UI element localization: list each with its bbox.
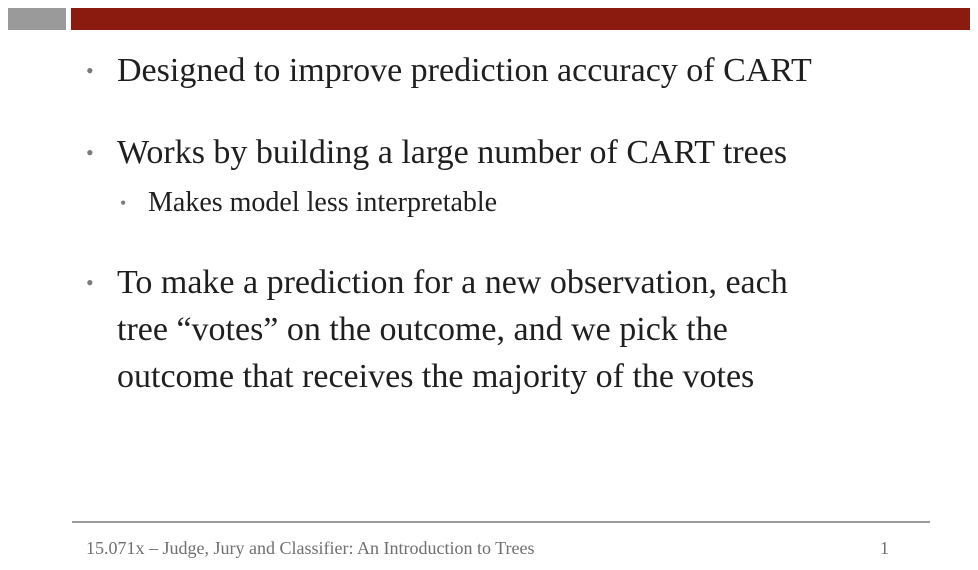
- footer-divider: [72, 521, 930, 523]
- sub-bullet-marker: •: [120, 193, 127, 213]
- page-number: 1: [880, 538, 889, 558]
- bullet-item-3: • To make a prediction for a new observa…: [86, 259, 936, 400]
- bullet-marker: •: [86, 58, 94, 83]
- sub-bullet-item: • Makes model less interpretable: [120, 183, 820, 223]
- bullet-text-line-2: tree “votes” on the outcome, and we pick…: [117, 311, 728, 348]
- bullet-item-1: • Designed to improve prediction accurac…: [86, 47, 936, 94]
- bullet-text-line-1: To make a prediction for a new observati…: [117, 264, 788, 301]
- bullet-text: Designed to improve prediction accuracy …: [117, 52, 812, 89]
- bullet-text-line-3: outcome that receives the majority of th…: [117, 358, 755, 395]
- footer-course-title: 15.071x – Judge, Jury and Classifier: An…: [86, 538, 535, 558]
- bullet-marker: •: [86, 140, 94, 165]
- sub-bullet-text: Makes model less interpretable: [148, 187, 498, 218]
- header-red-bar: [71, 8, 970, 30]
- bullet-marker: •: [86, 270, 94, 295]
- bullet-text: Works by building a large number of CART…: [117, 134, 788, 171]
- slide-content: • Designed to improve prediction accurac…: [86, 47, 936, 400]
- bullet-item-2: • Works by building a large number of CA…: [86, 129, 936, 176]
- header-gray-bar: [8, 8, 66, 30]
